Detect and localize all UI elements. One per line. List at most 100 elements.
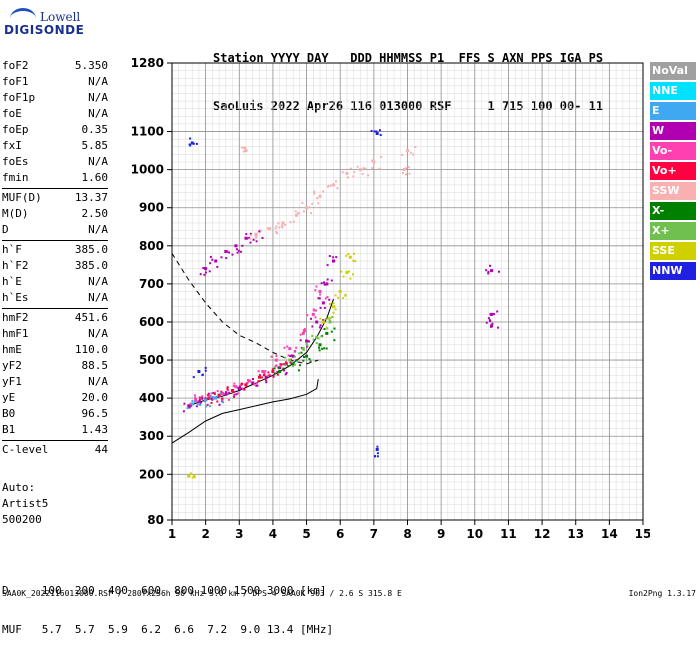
echo-pixel — [216, 400, 219, 403]
echo-pixel — [218, 403, 221, 406]
echo-pixel — [249, 237, 252, 240]
echo-point — [490, 324, 494, 328]
echo-pixel — [364, 167, 367, 170]
echo-pixel — [194, 394, 196, 397]
echo-pixel — [333, 260, 336, 262]
echo-pixel — [222, 401, 224, 404]
echo-pixel — [294, 210, 297, 213]
echo-pixel — [213, 393, 216, 395]
param-value: N/A — [88, 91, 108, 104]
echo-pixel — [188, 405, 190, 408]
echo-pixel — [209, 394, 212, 397]
echo-pixel — [271, 368, 274, 371]
echo-pixel — [285, 361, 287, 364]
echo-pixel — [195, 142, 198, 145]
param-key: foE — [2, 107, 22, 120]
echo-pixel — [204, 366, 207, 369]
x-tick-label: 14 — [601, 527, 618, 541]
echo-pixel — [199, 404, 202, 406]
echo-pixel — [225, 257, 228, 260]
param-key: hmF1 — [2, 327, 29, 340]
echo-pixel — [336, 187, 339, 190]
param-row: B1 1.43 — [2, 422, 108, 438]
echo-pixel — [380, 156, 383, 158]
y-tick-label: 80 — [147, 513, 164, 527]
param-row: h`E N/A — [2, 274, 108, 290]
echo-pixel — [244, 146, 247, 149]
echo-pixel — [317, 297, 320, 300]
echo-point — [301, 347, 305, 351]
echo-point — [305, 339, 309, 343]
echo-pixel — [496, 310, 499, 313]
echo-pixel — [489, 320, 492, 323]
echo-pixel — [226, 392, 229, 395]
echo-pixel — [241, 244, 244, 247]
echo-pixel — [487, 270, 490, 273]
echo-pixel — [331, 316, 334, 318]
echo-pixel — [347, 176, 349, 179]
echo-pixel — [235, 393, 238, 396]
echo-point — [214, 396, 218, 400]
echo-pixel — [313, 309, 316, 312]
echo-pixel — [379, 134, 382, 136]
echo-point — [284, 362, 288, 366]
param-key: h`F — [2, 243, 22, 256]
echo-pixel — [249, 241, 252, 244]
echo-point — [274, 358, 278, 362]
echo-pixel — [270, 355, 273, 358]
param-key: yF1 — [2, 375, 22, 388]
echo-pixel — [209, 255, 212, 258]
echo-pixel — [485, 321, 488, 324]
echo-pixel — [299, 339, 302, 342]
echo-pixel — [318, 349, 321, 352]
echo-pixel — [268, 374, 271, 377]
echo-pixel — [257, 380, 260, 383]
param-key: C-level — [2, 443, 49, 456]
echo-pixel — [210, 395, 213, 398]
echo-series — [182, 230, 500, 413]
param-value: 2.50 — [81, 207, 109, 220]
x-tick-label: 5 — [302, 527, 310, 541]
echo-pixel — [243, 388, 246, 391]
param-row: MUF(D) 13.37 — [2, 190, 108, 206]
echo-pixel — [286, 345, 289, 348]
echo-pixel — [314, 289, 317, 292]
y-tick-label: 1000 — [131, 163, 164, 177]
echo-pixel — [323, 328, 326, 331]
echo-pixel — [370, 130, 373, 132]
echo-pixel — [319, 324, 322, 327]
echo-pixel — [294, 363, 297, 366]
echo-pixel — [265, 381, 268, 384]
param-separator — [2, 308, 108, 309]
echo-pixel — [205, 405, 208, 408]
echo-point — [338, 290, 342, 293]
echo-pixel — [280, 363, 283, 366]
echo-pixel — [489, 313, 492, 316]
echo-pixel — [221, 397, 224, 400]
echo-pixel — [201, 374, 204, 377]
echo-point — [244, 149, 248, 153]
echo-pixel — [204, 369, 207, 372]
echo-pixel — [259, 229, 262, 232]
echo-pixel — [407, 166, 410, 169]
echo-pixel — [285, 372, 288, 374]
echo-pixel — [208, 405, 211, 408]
echo-pixel — [328, 303, 331, 305]
param-value: N/A — [88, 327, 108, 340]
ionospheric-parameters-panel: foF2 5.350 foF1 N/A foF1p N/A foE N/A foEp 0.35 fx… — [2, 58, 108, 458]
y-tick-label: 700 — [139, 277, 164, 291]
header-labels: Station YYYY DAY DDD HHMMSS P1 FFS S AXN… — [213, 51, 604, 65]
echo-pixel — [328, 255, 331, 257]
echo-pixel — [326, 278, 329, 281]
param-row: yE 20.0 — [2, 390, 108, 406]
echo-pixel — [240, 387, 243, 390]
param-value: 110.0 — [74, 343, 108, 356]
y-tick-label: 300 — [139, 429, 164, 443]
echo-pixel — [255, 236, 258, 239]
echo-pixel — [273, 367, 276, 370]
echo-pixel — [291, 363, 294, 366]
echo-series — [187, 252, 357, 479]
echo-pixel — [226, 388, 229, 391]
echo-pixel — [205, 399, 208, 401]
echo-pixel — [258, 230, 261, 233]
